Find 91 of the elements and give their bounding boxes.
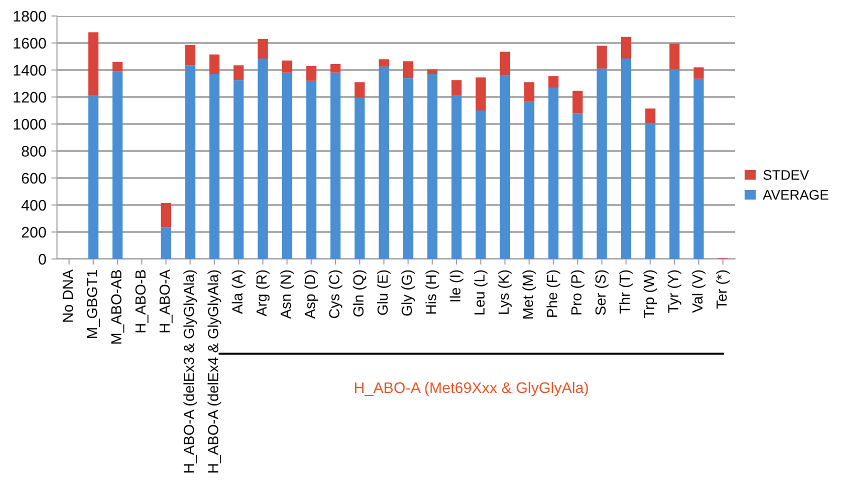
- bar: [548, 88, 558, 259]
- bar: [645, 108, 656, 124]
- x-tick-label: H_ABO-A: [160, 269, 173, 332]
- x-tick-label: Ala (A): [232, 270, 246, 314]
- bar: [596, 68, 607, 259]
- y-tick-label: 1600: [14, 38, 46, 49]
- bar: [694, 67, 704, 79]
- x-tick-label: H_ABO-B: [135, 270, 148, 332]
- bar: [451, 80, 462, 95]
- bar: [282, 72, 292, 259]
- bar: [596, 46, 607, 69]
- bar: [620, 36, 632, 59]
- x-tick-label: Glu (E): [377, 270, 391, 315]
- y-tick-label: 1200: [14, 92, 46, 103]
- y-tick-label: 1400: [14, 64, 46, 76]
- y-tick-label: 200: [22, 226, 46, 238]
- x-tick-label: Phe (F): [546, 270, 560, 317]
- x-tick-label: Pro (P): [570, 270, 584, 314]
- x-tick-label: Tyr (Y): [668, 270, 682, 313]
- y-tick-label: 1800: [14, 10, 46, 22]
- text: H_ABO-A (Met69Xxx & GlyGlyAla): [354, 382, 588, 396]
- bar: [330, 72, 341, 259]
- bar: [306, 66, 316, 81]
- bar: [354, 82, 365, 98]
- bar: [620, 58, 632, 259]
- bar: [88, 32, 98, 95]
- x-tick-label: Gly (G): [401, 270, 415, 316]
- bar: [209, 54, 220, 74]
- bar: [451, 94, 462, 259]
- y-tick-label: 1000: [14, 118, 46, 130]
- bar: [185, 65, 196, 259]
- x-tick-label: Lys (K): [498, 270, 512, 314]
- x-tick-label: H_ABO-A (delEx3 & GlyGlyAla): [183, 270, 197, 472]
- bar: [209, 74, 220, 259]
- bar: [378, 59, 389, 67]
- bar: [476, 110, 486, 259]
- bar: [548, 76, 558, 88]
- legend-label: STDEV: [763, 170, 810, 180]
- x-tick-label: No DNA: [62, 269, 74, 322]
- bar: [645, 123, 656, 259]
- x-tick-label: Trp (W): [643, 270, 658, 318]
- bar: [694, 78, 704, 259]
- bar: [500, 75, 510, 259]
- bar: [354, 98, 365, 259]
- legend-label: AVERAGE: [762, 190, 828, 200]
- bar: [476, 77, 486, 110]
- x-tick-label: Asn (N): [280, 270, 294, 319]
- x-tick-label: Leu (L): [474, 270, 488, 314]
- bar: [282, 60, 292, 73]
- x-tick-label: Ser (S): [595, 270, 609, 315]
- x-tick-label: Cys (C): [328, 270, 342, 318]
- bar: [330, 64, 341, 73]
- bar: [112, 62, 123, 72]
- x-tick-label: Met (M): [522, 270, 536, 318]
- bar: [306, 80, 316, 259]
- bar: [160, 202, 172, 228]
- y-tick-label: 800: [22, 146, 46, 157]
- bar: [112, 71, 123, 259]
- x-tick-label: Ile (I): [450, 270, 464, 302]
- y-tick-label: 600: [22, 172, 46, 184]
- x-tick-label: H_ABO-A (delEx4 & GlyGlyAla): [208, 270, 222, 472]
- bar: [669, 44, 680, 70]
- x-tick-label: His (H): [426, 270, 440, 314]
- bar: [427, 69, 438, 74]
- bar: [160, 227, 172, 259]
- bar: [403, 78, 414, 259]
- bar: [524, 102, 534, 259]
- x-tick-label: Gln (Q): [352, 270, 366, 316]
- bar: [234, 65, 244, 80]
- bar: [572, 90, 583, 114]
- bar: [403, 61, 414, 78]
- bar: [234, 80, 244, 259]
- bar: [378, 66, 389, 259]
- bar: [669, 69, 680, 259]
- x-tick-label: M_GBGT1: [86, 270, 100, 338]
- bar: [524, 82, 534, 102]
- x-tick-label: M_ABO-AB: [111, 270, 124, 344]
- bar: [572, 113, 583, 259]
- y-tick-label: 400: [21, 200, 46, 211]
- bar: [88, 94, 98, 259]
- x-tick-label: Val (V): [692, 270, 706, 313]
- bar: [185, 45, 196, 66]
- bar: [258, 58, 268, 259]
- x-tick-label: Thr (T): [619, 270, 633, 314]
- bar: [427, 74, 438, 259]
- x-tick-label: Arg (R): [256, 270, 270, 316]
- y-tick-label: 0: [38, 254, 46, 265]
- bar: [500, 52, 510, 76]
- x-tick-label: Asp (D): [304, 270, 318, 319]
- x-tick-label: Ter (*): [716, 270, 730, 309]
- bar: [258, 38, 268, 59]
